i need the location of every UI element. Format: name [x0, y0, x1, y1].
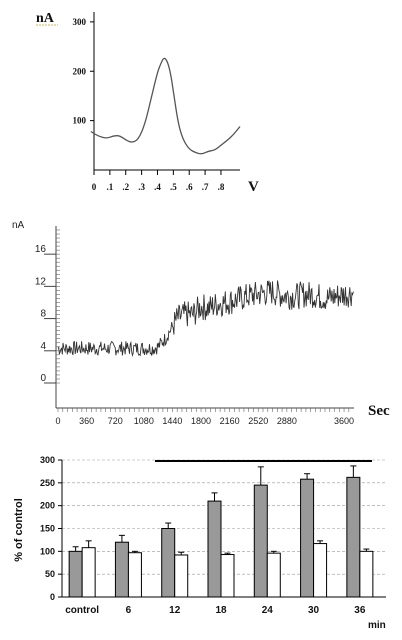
time-x-tick-label: 1800: [191, 416, 211, 426]
bar-chart: 0 50 100 150 200 250 300 control 6 12 18 24 30 36 % …: [13, 455, 386, 631]
voltage-x-tick-label: .7: [202, 182, 209, 192]
bar-gray: [68, 550, 83, 598]
bar-category-label: 18: [215, 605, 227, 616]
bar-y-tick-label: 100: [40, 546, 55, 556]
bar-category-label: control: [65, 605, 99, 616]
bar-category-label: 12: [169, 605, 181, 616]
bar-white: [359, 550, 374, 598]
voltage-series-line: [90, 57, 241, 155]
bar-white: [81, 547, 96, 598]
voltage-y-tick-label: 100: [73, 116, 87, 126]
bar-white: [266, 552, 281, 598]
voltage-tick-layer: 0 .1 .2 .3 .4 .5 .6 .7 .8 100 200 300: [73, 17, 225, 192]
bar-white: [174, 554, 189, 598]
voltage-x-tick-label: .1: [106, 182, 113, 192]
voltage-y-axis-label: nA: [36, 11, 55, 26]
bar-y-tick-label: 300: [40, 455, 55, 465]
time-chart: nA 0 360 720 1080 1440 1800 2160 2520 2880 3600 0 4…: [12, 220, 390, 426]
bar-white: [127, 552, 142, 598]
voltage-x-tick-label: .2: [122, 182, 129, 192]
bar-white: [313, 543, 328, 598]
time-y-tick-label: 4: [40, 341, 46, 352]
time-x-tick-label: 2160: [220, 416, 240, 426]
time-y-tick-label: 12: [35, 276, 47, 287]
voltage-x-tick-label: .6: [186, 182, 193, 192]
voltage-y-tick-label: 300: [73, 17, 87, 27]
time-x-tick-label: 0: [55, 416, 60, 426]
voltage-x-tick-label: .5: [170, 182, 177, 192]
voltage-x-tick-label: .3: [138, 182, 145, 192]
time-x-tick-label: 2520: [248, 416, 268, 426]
bar-category-label: 6: [126, 605, 132, 616]
time-y-tick-label: 16: [35, 244, 47, 255]
time-x-tick-label: 1440: [162, 416, 182, 426]
bar-y-tick-label: 250: [40, 478, 55, 488]
time-y-tick-label: 8: [40, 309, 46, 320]
voltage-x-tick-label: .8: [218, 182, 225, 192]
bar-gray: [253, 484, 268, 598]
bar-x-axis-label: min: [368, 620, 386, 631]
time-y-tick-label: 0: [40, 373, 46, 384]
time-x-tick-label: 2880: [277, 416, 297, 426]
voltage-y-tick-label: 200: [73, 66, 87, 76]
bar-y-tick-label: 150: [40, 524, 55, 534]
time-series-trace: [57, 280, 354, 357]
bar-mark-layer: [68, 465, 374, 598]
bar-y-axis-label: % of control: [13, 498, 25, 562]
bar-category-label: 30: [308, 605, 320, 616]
bar-gray: [114, 541, 129, 598]
voltage-chart: nA 0 .1 .2 .3 .4 .5 .6 .7 .8 100 200 300 V: [36, 11, 259, 195]
bar-category-label: 36: [354, 605, 366, 616]
bar-y-tick-label: 200: [40, 501, 55, 511]
time-x-tick-label: 1080: [134, 416, 154, 426]
time-tick-layer: 0 360 720 1080 1440 1800 2160 2520 2880 3600 0 4 8 12…: [35, 229, 354, 426]
voltage-x-axis-label: V: [248, 179, 259, 195]
bar-label-layer: control 6 12 18 24 30 36: [65, 605, 366, 616]
bar-white: [220, 554, 235, 598]
voltage-x-tick-label: 0: [92, 182, 97, 192]
bar-y-tick-label: 0: [50, 592, 55, 602]
bar-gray: [207, 500, 222, 598]
bar-y-tick-label: 50: [45, 569, 55, 579]
bar-gray: [346, 476, 361, 598]
bar-gray: [161, 528, 176, 598]
time-x-tick-label: 3600: [334, 416, 354, 426]
bar-gray: [300, 478, 315, 598]
voltage-x-tick-label: .4: [154, 182, 161, 192]
time-x-tick-label: 360: [79, 416, 94, 426]
bar-category-label: 24: [262, 605, 274, 616]
time-x-axis-label: Sec: [368, 403, 390, 419]
time-x-tick-label: 720: [108, 416, 123, 426]
time-y-axis-label: nA: [12, 220, 25, 231]
